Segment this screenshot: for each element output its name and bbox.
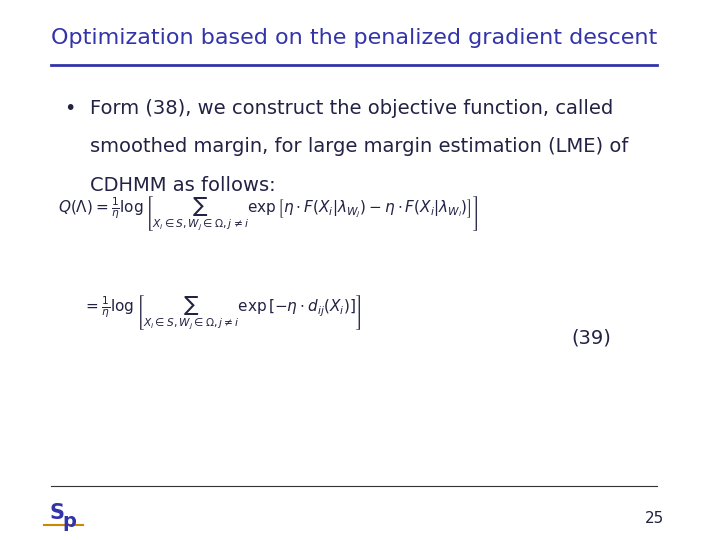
Text: p: p <box>63 511 76 531</box>
Text: Optimization based on the penalized gradient descent: Optimization based on the penalized grad… <box>51 28 657 48</box>
Text: •: • <box>63 98 75 118</box>
Text: $= \frac{1}{\eta}\log\left[\sum_{X_i \in S, W_j \in \Omega, j \neq i} \exp\left[: $= \frac{1}{\eta}\log\left[\sum_{X_i \in… <box>83 294 361 333</box>
Text: $Q(\Lambda) = \frac{1}{\eta}\log\left[\sum_{X_i \in S, W_j \in \Omega, j \neq i}: $Q(\Lambda) = \frac{1}{\eta}\log\left[\s… <box>58 194 478 233</box>
Text: Form (38), we construct the objective function, called: Form (38), we construct the objective fu… <box>90 98 613 118</box>
Text: 25: 25 <box>645 511 664 526</box>
Text: S: S <box>49 503 64 523</box>
Text: smoothed margin, for large margin estimation (LME) of: smoothed margin, for large margin estima… <box>90 137 629 157</box>
Text: (39): (39) <box>572 328 611 347</box>
Text: CDHMM as follows:: CDHMM as follows: <box>90 176 276 195</box>
